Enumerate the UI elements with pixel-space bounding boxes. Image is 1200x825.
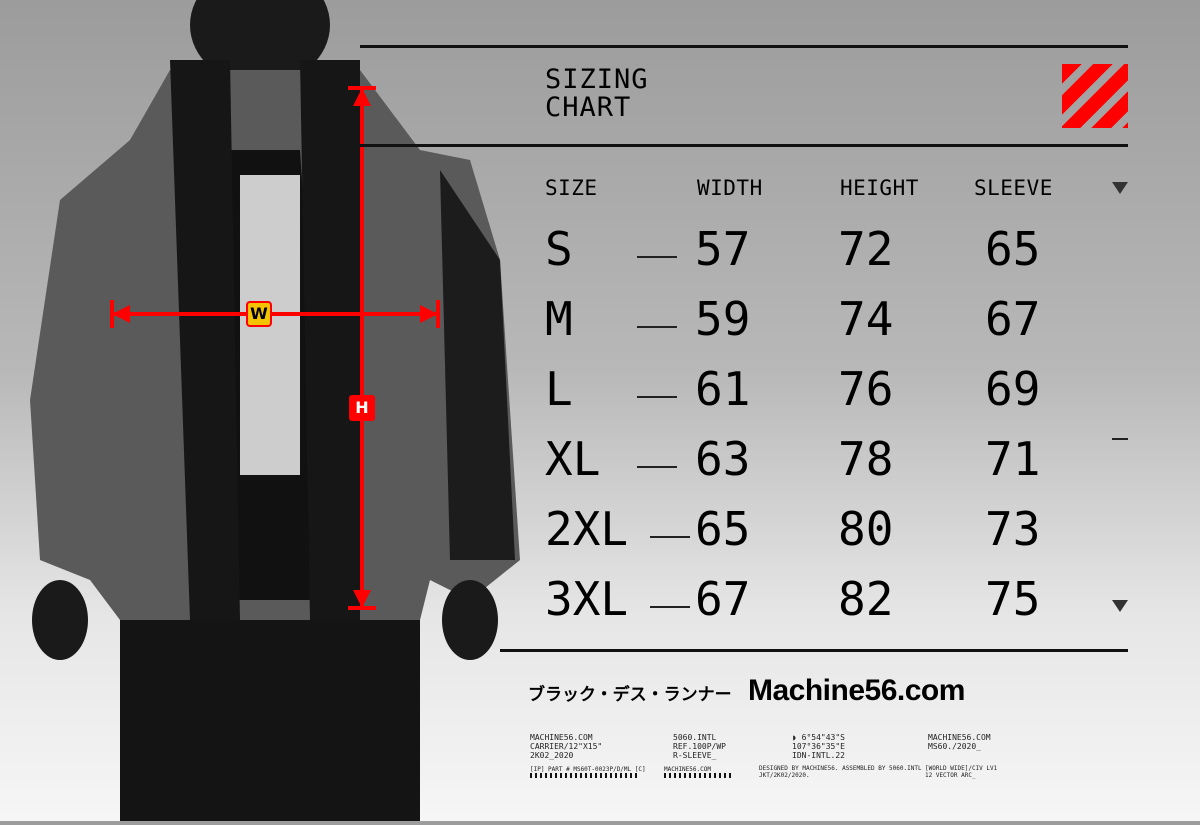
header-height: HEIGHT [840, 176, 919, 200]
size-value: XL [545, 432, 601, 486]
height-badge: H [349, 395, 375, 421]
row-dash [637, 222, 677, 258]
height-value: 72 [838, 222, 894, 276]
width-value: 57 [695, 222, 751, 276]
fine-print-2: MACHINE56.COM [664, 766, 711, 773]
header-divider [360, 144, 1128, 147]
footer-divider [500, 649, 1128, 652]
width-badge: W [246, 301, 272, 327]
sleeve-value: 65 [985, 222, 1041, 276]
spec-col-4: MACHINE56.COM MS60./2020_ [928, 733, 991, 751]
jacket-model-illustration [30, 0, 520, 821]
size-row: 2XL 65 80 73 [545, 502, 1105, 572]
barcode-2 [664, 773, 734, 778]
fine-print-3: DESIGNED BY MACHINE56. ASSEMBLED BY 5060… [759, 765, 922, 779]
top-divider [360, 45, 1128, 48]
size-row: S 57 72 65 [545, 222, 1105, 292]
size-row: XL 63 78 71 [545, 432, 1105, 502]
height-value: 78 [838, 432, 894, 486]
row-dash [637, 362, 677, 398]
width-value: 61 [695, 362, 751, 416]
barcode-1 [530, 773, 640, 778]
scroll-down-icon[interactable] [1112, 600, 1128, 612]
width-value: 65 [695, 502, 751, 556]
width-value: 67 [695, 572, 751, 626]
sleeve-value: 69 [985, 362, 1041, 416]
fine-print-4: [WORLD WIDE]/CIV LV1 12 VECTOR ARC_ [925, 765, 998, 779]
size-value: 2XL [545, 502, 629, 556]
row-dash [637, 292, 677, 328]
size-row: 3XL 67 82 75 [545, 572, 1105, 642]
row-dash [650, 572, 690, 608]
size-value: M [545, 292, 573, 346]
sleeve-value: 75 [985, 572, 1041, 626]
height-value: 76 [838, 362, 894, 416]
size-row: M 59 74 67 [545, 292, 1105, 362]
row-dash [637, 432, 677, 468]
row-dash [650, 502, 690, 538]
size-value: 3XL [545, 572, 629, 626]
width-value: 63 [695, 432, 751, 486]
width-value: 59 [695, 292, 751, 346]
height-value: 80 [838, 502, 894, 556]
size-value: S [545, 222, 573, 276]
scroll-position-mark [1112, 438, 1128, 440]
sleeve-value: 73 [985, 502, 1041, 556]
sleeve-value: 67 [985, 292, 1041, 346]
height-value: 74 [838, 292, 894, 346]
stripe-logo-icon [1062, 64, 1128, 128]
fine-print-1: [IP] PART # MS60T-0023P/D/ML [C] [530, 766, 646, 773]
header-width: WIDTH [697, 176, 763, 200]
scroll-up-icon[interactable] [1112, 182, 1128, 194]
brand-url[interactable]: Machine56.com [748, 674, 965, 707]
header-sleeve: SLEEVE [974, 176, 1053, 200]
page-title: SIZING CHART [545, 64, 649, 123]
size-value: L [545, 362, 573, 416]
height-value: 82 [838, 572, 894, 626]
sleeve-value: 71 [985, 432, 1041, 486]
product-photo: W H [0, 0, 520, 821]
japanese-product-name: ブラック・デス・ランナー [528, 685, 732, 705]
spec-col-2: 5060.INTL REF.100P/WP R-SLEEVE_ [673, 733, 726, 760]
size-row: L 61 76 69 [545, 362, 1105, 432]
spec-col-1: MACHINE56.COM CARRIER/12"X15" 2K02_2020 [530, 733, 603, 760]
header-size: SIZE [545, 176, 598, 200]
spec-col-3: ◗ 6°54"43"S 107°36"35"E IDN-INTL.22 [792, 733, 845, 760]
